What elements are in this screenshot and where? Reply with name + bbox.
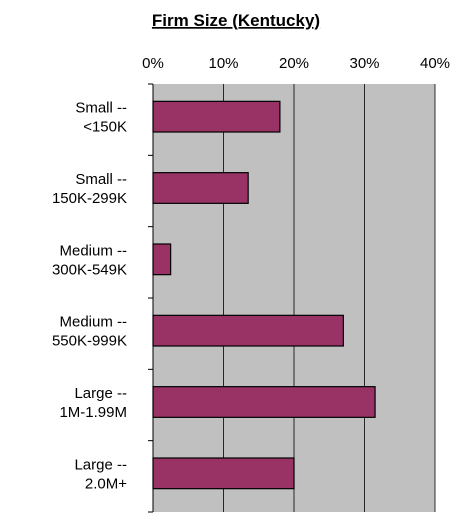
chart-title: Firm Size (Kentucky) [152, 11, 320, 30]
category-labels: Small --<150K Small --150K-299K Medium --3… [52, 100, 127, 493]
x-tick-label: 10% [208, 55, 238, 72]
bar [152, 100, 281, 133]
category-label: Small --150K-299K [52, 171, 127, 207]
category-label: Large --2.0M+ [74, 456, 127, 492]
x-tick-label: 20% [279, 55, 309, 72]
y-axis [148, 83, 154, 513]
bar [152, 386, 376, 418]
category-label: Medium --550K-999K [52, 314, 127, 350]
bars [152, 100, 376, 490]
gridlines [223, 84, 436, 512]
bar [152, 243, 172, 276]
bar [152, 457, 295, 490]
category-label: Large --1M-1.99M [59, 385, 127, 421]
x-tick-label: 30% [349, 55, 379, 72]
x-tick-label: 0% [142, 55, 164, 72]
category-label: Small --<150K [75, 100, 127, 136]
x-tick-label: 40% [420, 55, 450, 72]
bar [152, 172, 249, 204]
category-label: Medium --300K-549K [52, 242, 127, 278]
x-axis-tick-labels: 0% 10% 20% 30% 40% [142, 55, 450, 72]
bar [152, 314, 344, 347]
